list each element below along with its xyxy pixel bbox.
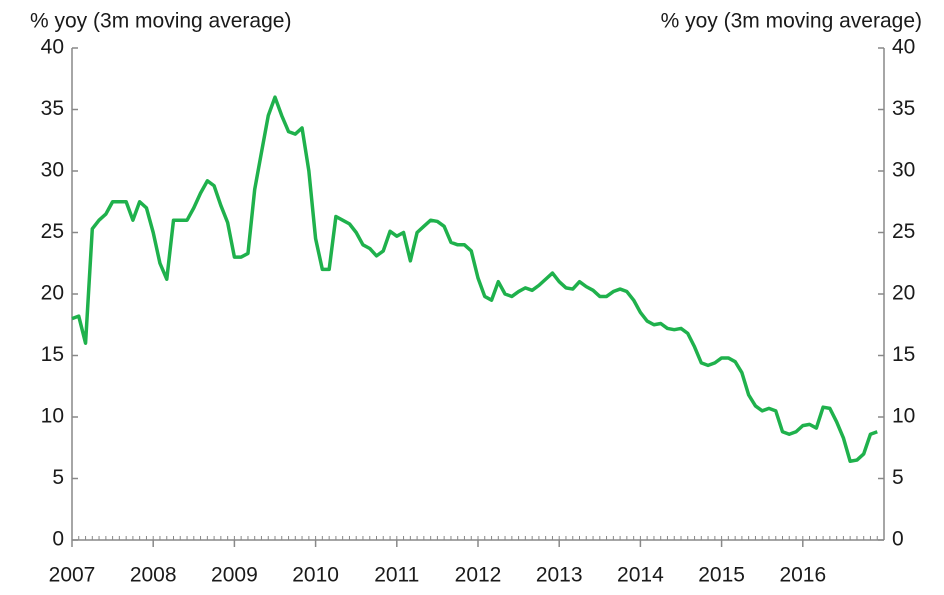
x-tick-label: 2008 (130, 564, 177, 587)
y-tick-label: 35 (41, 97, 64, 120)
y-tick-label: 15 (41, 343, 64, 366)
x-tick-label: 2009 (211, 564, 258, 587)
y-tick-label: 10 (41, 405, 64, 428)
y2-tick-label: 25 (892, 220, 915, 243)
x-tick-label: 2015 (698, 564, 745, 587)
y2-tick-label: 10 (892, 405, 915, 428)
data-line (71, 95, 878, 464)
y2-axis-label: % yoy (3m moving average) (661, 10, 922, 33)
y-tick-label: 40 (41, 36, 64, 59)
y2-tick-label: 40 (892, 36, 915, 59)
y2-tick-label: 5 (892, 466, 904, 489)
x-tick-label: 2011 (374, 564, 419, 587)
y-axis-label: % yoy (3m moving average) (30, 10, 291, 33)
y-tick-label: 20 (41, 282, 64, 305)
y2-tick-label: 30 (892, 159, 915, 182)
y2-tick-label: 35 (892, 97, 915, 120)
x-tick-label: 2010 (292, 564, 339, 587)
y2-tick-label: 15 (892, 343, 915, 366)
y-tick-label: 25 (41, 220, 64, 243)
y2-tick-label: 0 (892, 528, 904, 551)
y2-tick-label: 20 (892, 282, 915, 305)
y-tick-label: 0 (52, 528, 64, 551)
x-tick-label: 2007 (49, 564, 96, 587)
y-tick-label: 30 (41, 159, 64, 182)
x-tick-label: 2012 (455, 564, 502, 587)
x-tick-label: 2016 (779, 564, 826, 587)
x-tick-label: 2013 (536, 564, 583, 587)
y-tick-label: 5 (52, 466, 64, 489)
x-tick-label: 2014 (617, 564, 664, 587)
